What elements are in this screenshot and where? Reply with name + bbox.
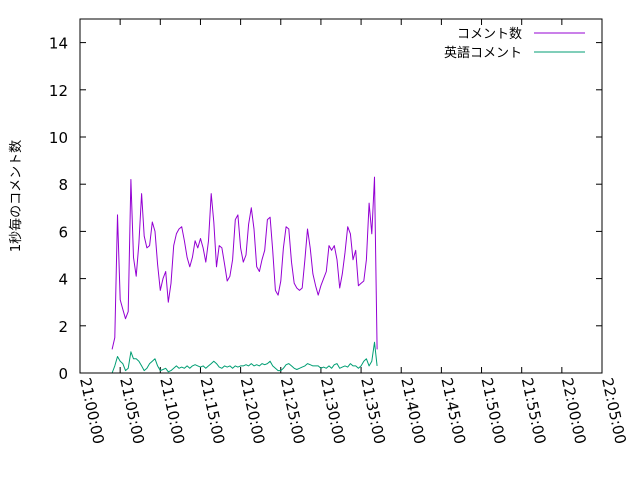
y-tick-label: 6: [58, 223, 68, 241]
axis-ticks: [79, 19, 603, 374]
x-tick-label: 21:55:00: [518, 376, 550, 446]
x-tick-label: 21:20:00: [237, 376, 269, 446]
plot-frame: [79, 18, 603, 374]
x-tick-label: 21:45:00: [437, 376, 469, 446]
x-tick-label: 21:10:00: [156, 376, 188, 446]
x-tick-label: 21:30:00: [317, 376, 349, 446]
y-tick-label: 10: [49, 129, 68, 147]
x-tick-label: 21:00:00: [76, 376, 108, 446]
x-tick-label: 21:15:00: [197, 376, 229, 446]
x-tick-label: 21:25:00: [277, 376, 309, 446]
x-tick-label: 21:50:00: [478, 376, 510, 446]
x-tick-label: 22:05:00: [598, 376, 630, 446]
series-line-1: [111, 176, 378, 350]
x-tick-label: 21:40:00: [397, 376, 429, 446]
y-tick-label: 8: [58, 176, 68, 194]
y-tick-label: 4: [58, 271, 68, 289]
y-tick-label: 2: [58, 318, 68, 336]
y-tick-label: 14: [49, 35, 68, 53]
x-tick-label: 21:35:00: [357, 376, 389, 446]
y-axis-label: 1秒毎のコメント数: [8, 140, 24, 252]
y-tick-label: 0: [58, 365, 68, 383]
legend-label-2: 英語コメント: [444, 45, 522, 61]
tick-labels: 0 2 4 6 8 10 12 14 21:00:00 21:05:00 21:10:00 21:15…: [49, 35, 630, 446]
x-tick-label: 21:05:00: [116, 376, 148, 446]
series-lines: [111, 176, 378, 374]
x-tick-label: 22:00:00: [558, 376, 590, 446]
y-tick-label: 12: [49, 82, 68, 100]
series-line-2: [111, 341, 378, 374]
legend-label-1: コメント数: [457, 27, 522, 42]
